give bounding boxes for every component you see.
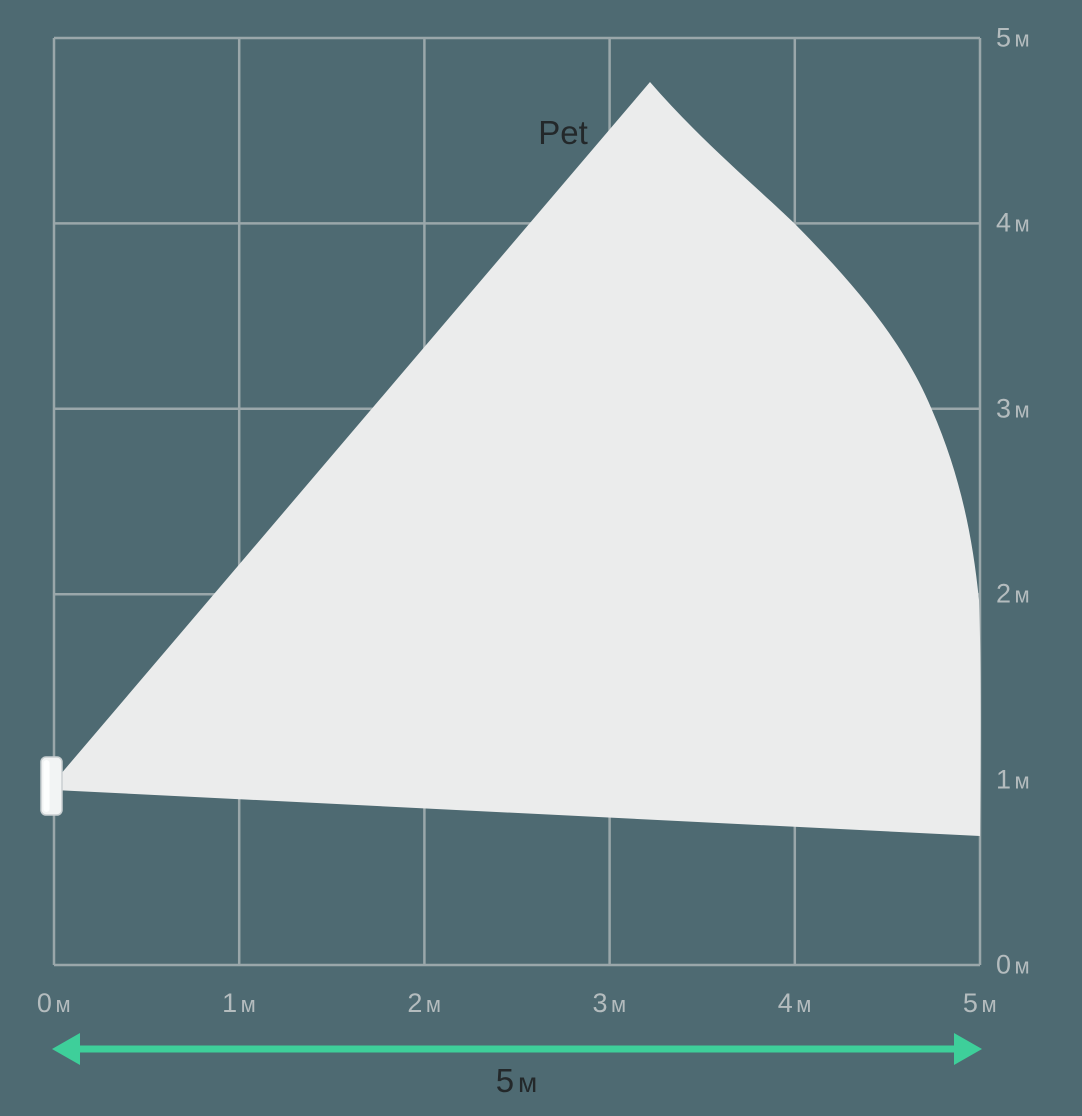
sensor-device[interactable] <box>40 756 63 816</box>
sensor-highlight <box>43 760 50 812</box>
coverage-area-pet <box>54 82 981 836</box>
zone-label-pet: Pet <box>538 114 588 151</box>
dimension-arrow-head-left <box>52 1033 80 1065</box>
dimension-arrow <box>52 1033 982 1065</box>
dimension-arrow-head-right <box>954 1033 982 1065</box>
